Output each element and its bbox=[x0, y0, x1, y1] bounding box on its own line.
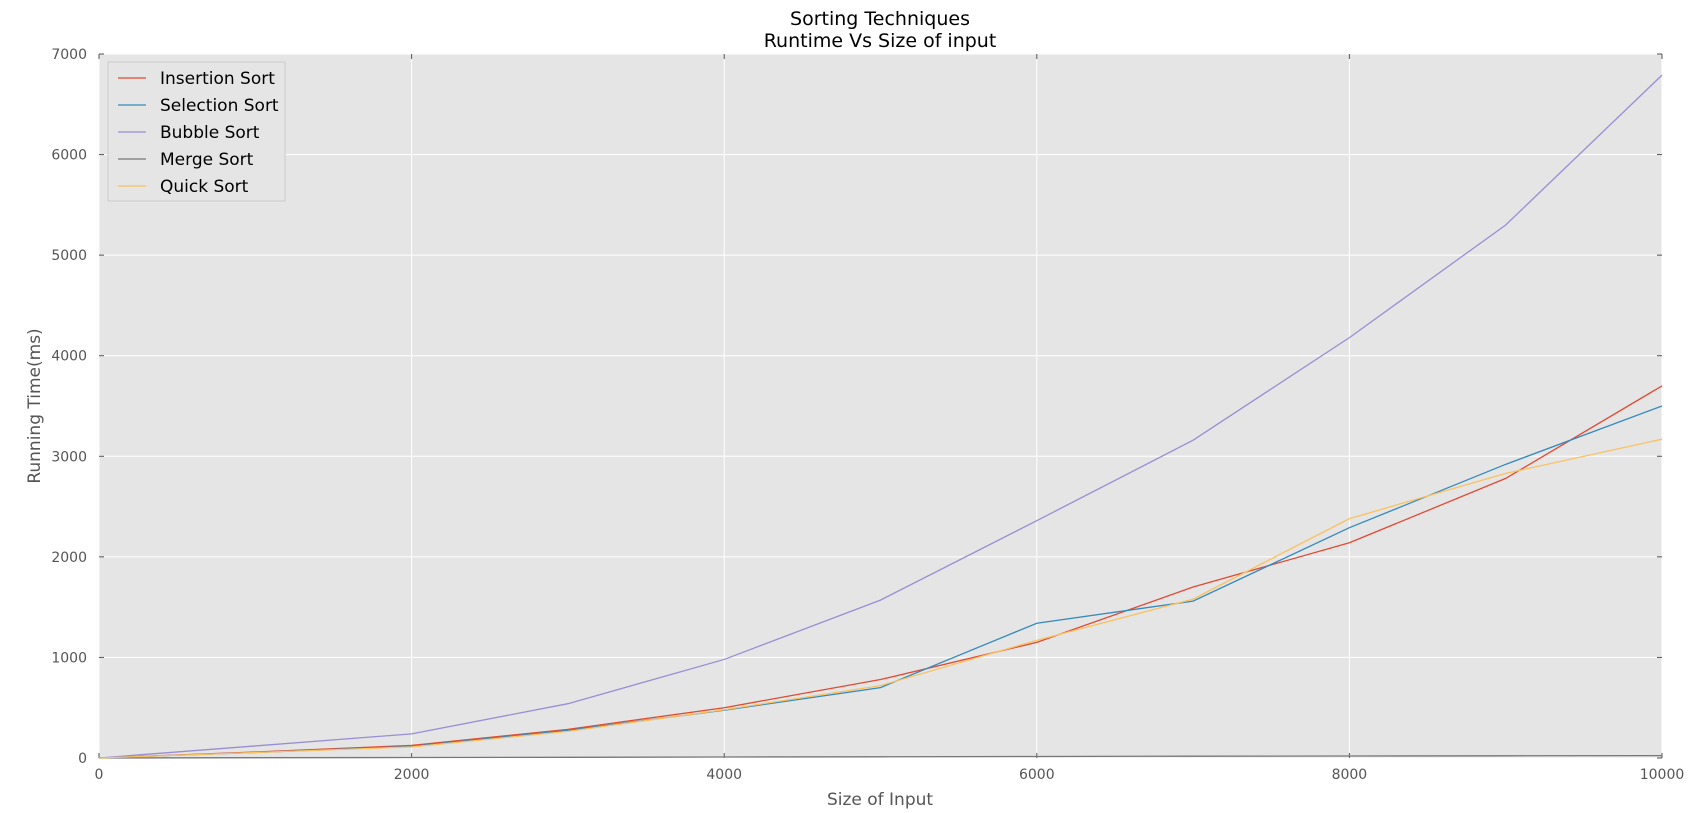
chart-title-line-2: Runtime Vs Size of input bbox=[764, 30, 997, 52]
series-line-merge-sort bbox=[98, 754, 1663, 759]
chart-title-line-1: Sorting Techniques bbox=[790, 8, 970, 30]
series-lines bbox=[98, 74, 1663, 759]
series-line-insertion-sort bbox=[98, 385, 1663, 759]
x-tick-label: 6000 bbox=[1019, 767, 1055, 783]
legend-label-merge-sort: Merge Sort bbox=[160, 150, 254, 170]
x-tick-labels: 0 2000 4000 6000 8000 10000 bbox=[95, 767, 1685, 783]
series-line-quick-sort bbox=[98, 438, 1663, 759]
chart-title: Sorting Techniques Runtime Vs Size of in… bbox=[764, 8, 997, 52]
y-tick-labels: 0 1000 2000 3000 4000 5000 6000 7000 bbox=[51, 47, 87, 767]
x-tick-label: 0 bbox=[95, 767, 104, 783]
plot-area bbox=[99, 54, 1662, 758]
legend-label-bubble-sort: Bubble Sort bbox=[160, 123, 260, 143]
y-tick-label: 5000 bbox=[51, 248, 87, 264]
series-line-bubble-sort bbox=[98, 74, 1663, 759]
y-tick-label: 6000 bbox=[51, 148, 87, 164]
y-tick-label: 3000 bbox=[51, 449, 87, 465]
legend-label-quick-sort: Quick Sort bbox=[160, 177, 249, 197]
legend-label-insertion-sort: Insertion Sort bbox=[160, 69, 275, 89]
y-tick-label: 1000 bbox=[51, 650, 87, 666]
y-tick-label: 2000 bbox=[51, 550, 87, 566]
x-tick-label: 4000 bbox=[706, 767, 742, 783]
y-tick-label: 4000 bbox=[51, 349, 87, 365]
axis-ticks bbox=[98, 53, 1663, 759]
y-axis-label: Running Time(ms) bbox=[25, 328, 45, 483]
legend: Insertion Sort Selection Sort Bubble Sort M… bbox=[107, 61, 286, 202]
x-axis-label: Size of Input bbox=[827, 790, 933, 810]
y-tick-label: 0 bbox=[78, 751, 87, 767]
x-tick-label: 10000 bbox=[1640, 767, 1685, 783]
legend-label-selection-sort: Selection Sort bbox=[160, 96, 279, 116]
x-tick-label: 2000 bbox=[394, 767, 430, 783]
y-tick-label: 7000 bbox=[51, 47, 87, 63]
x-tick-label: 8000 bbox=[1332, 767, 1368, 783]
